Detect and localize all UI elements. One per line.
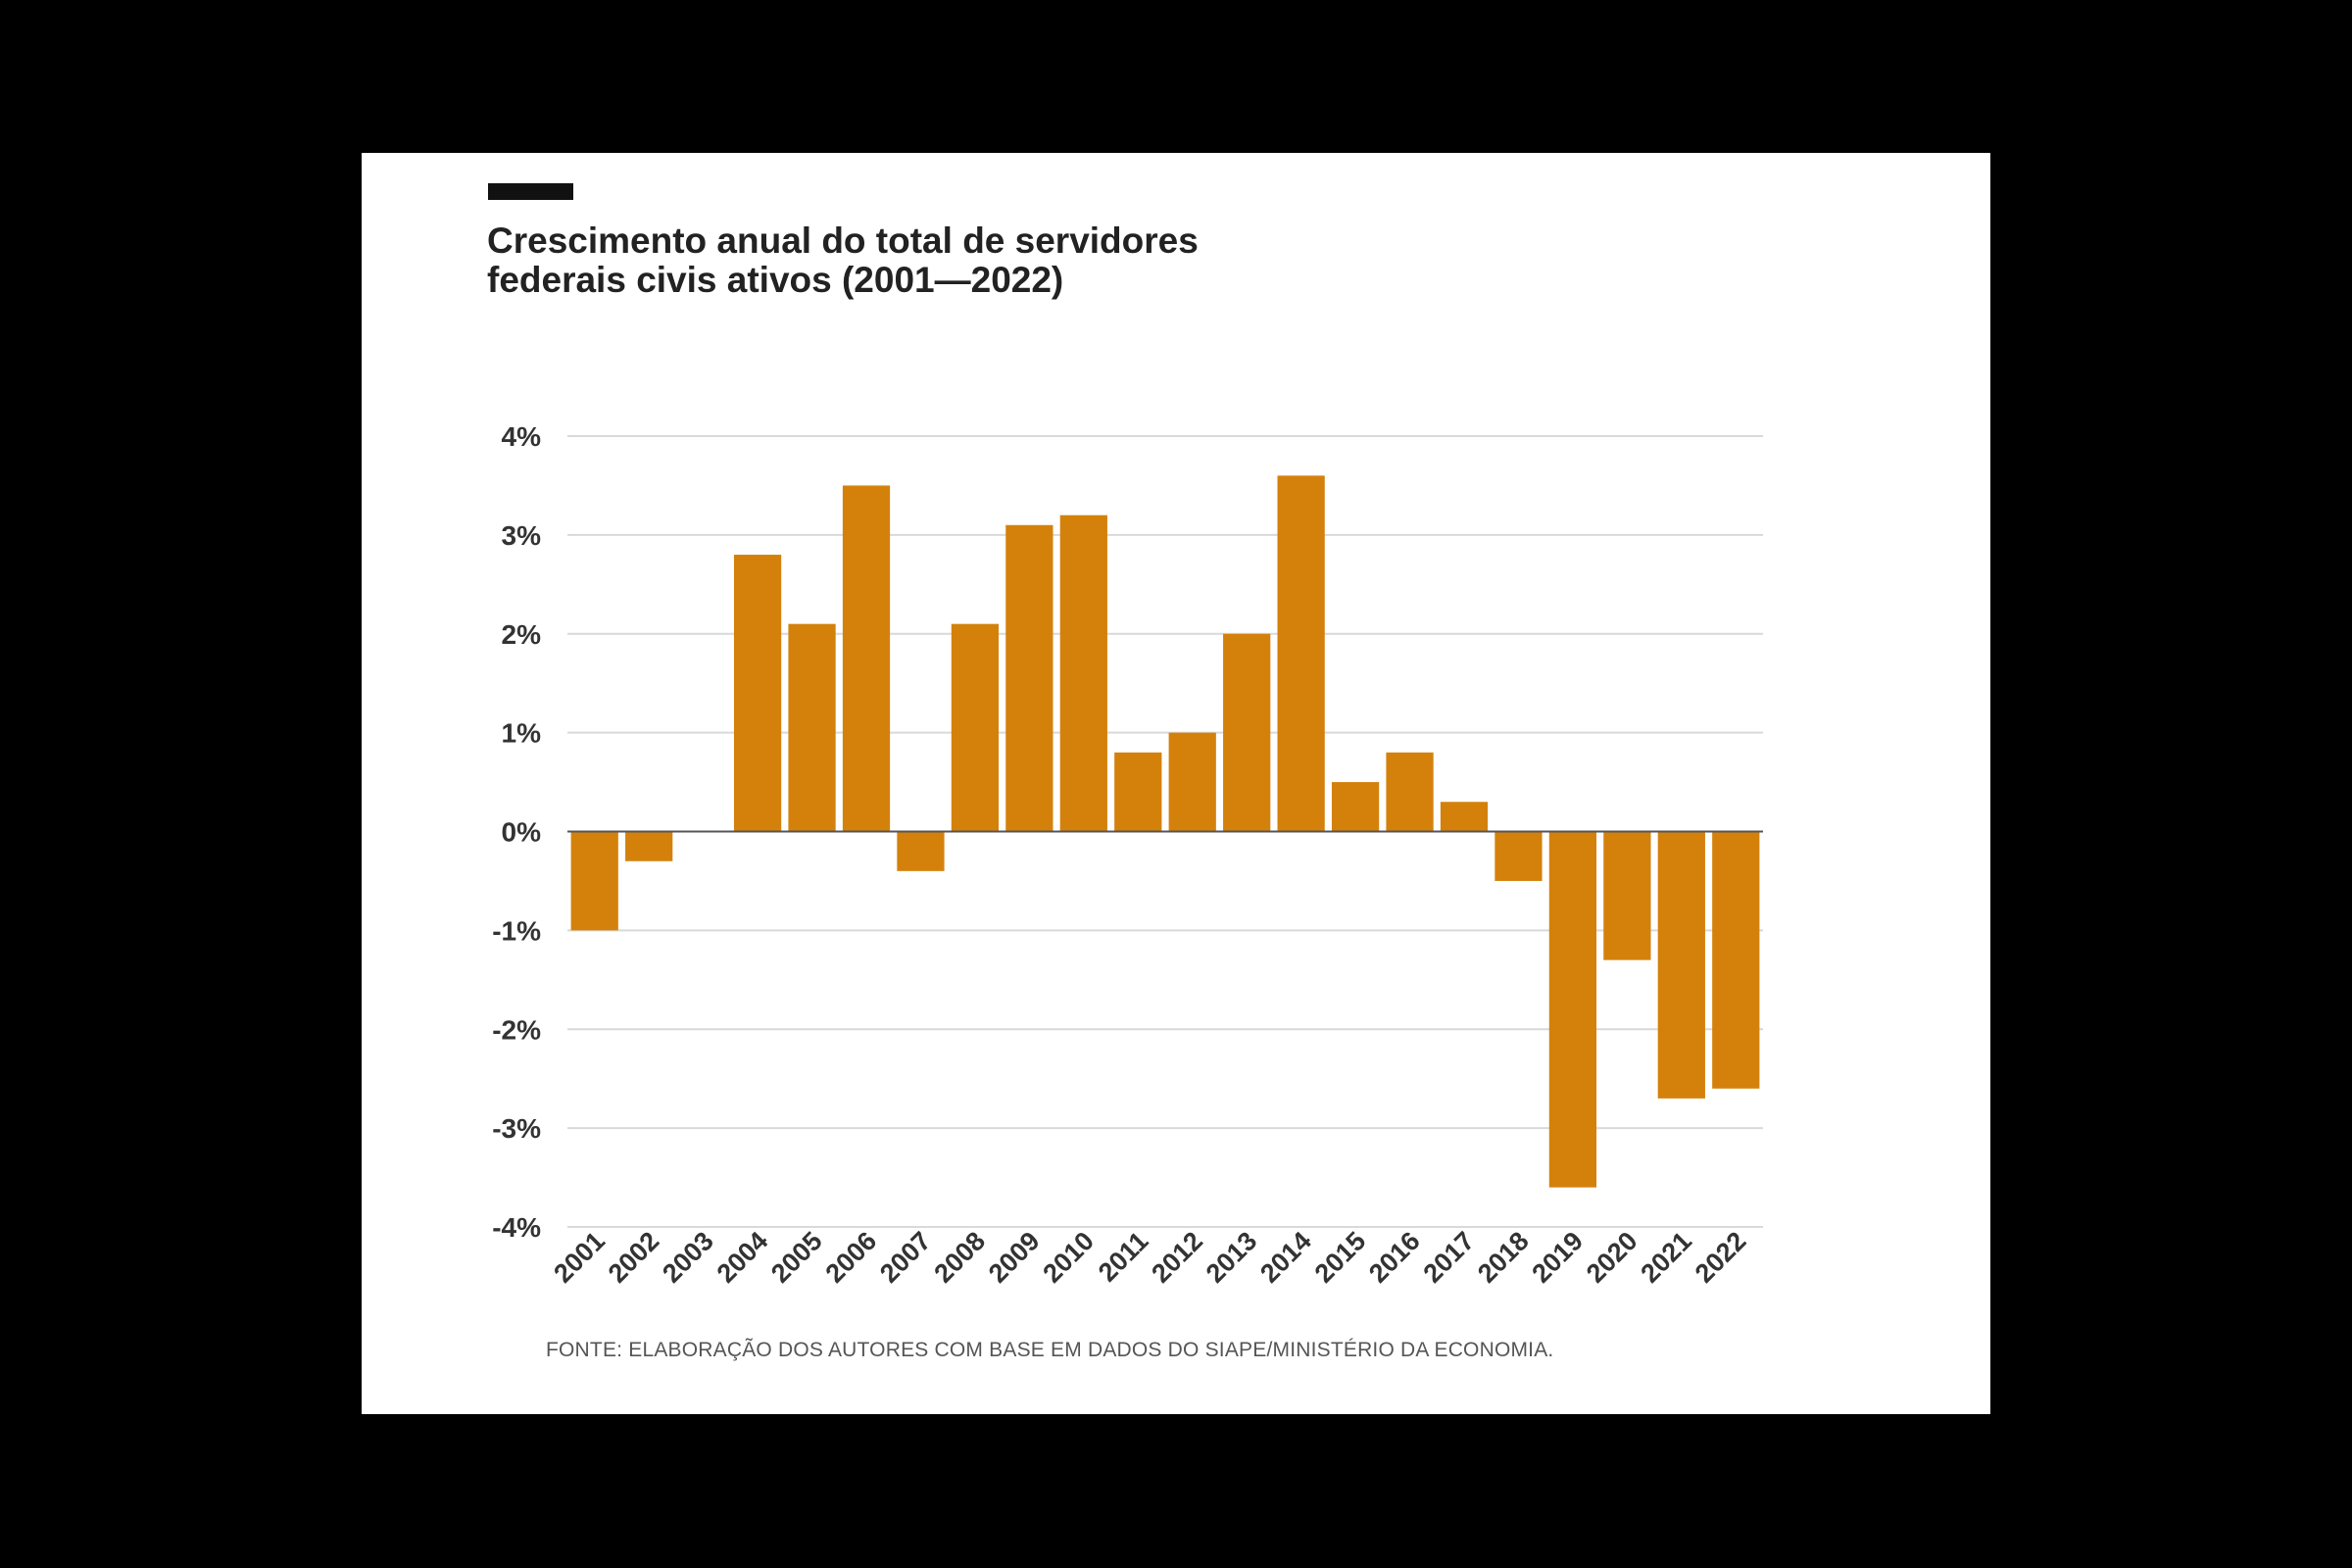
x-tick-label: 2004 (711, 1226, 774, 1289)
y-tick-label: 1% (502, 718, 542, 749)
x-tick-label: 2019 (1526, 1226, 1589, 1289)
x-tick-label: 2013 (1200, 1226, 1263, 1289)
bar-2022 (1712, 831, 1760, 1089)
bar-2014 (1277, 475, 1325, 832)
chart-card: Crescimento anual do total de servidores… (362, 153, 1990, 1414)
y-tick-label: -4% (492, 1212, 541, 1243)
chart-title: Crescimento anual do total de servidores… (487, 221, 1369, 300)
x-tick-label: 2006 (820, 1226, 883, 1289)
bar-2016 (1386, 752, 1434, 832)
y-tick-label: -1% (492, 915, 541, 946)
title-accent-bar (488, 183, 573, 200)
bar-2006 (842, 485, 891, 832)
bar-2015 (1331, 782, 1380, 832)
bar-2018 (1494, 831, 1543, 881)
y-tick-label: 2% (502, 619, 542, 650)
bar-2004 (733, 555, 782, 832)
x-tick-label: 2020 (1581, 1226, 1643, 1289)
chart-title-line-2: federais civis ativos (2001—2022) (487, 260, 1064, 300)
x-tick-label: 2012 (1146, 1226, 1208, 1289)
x-tick-label: 2018 (1472, 1226, 1535, 1289)
x-tick-label: 2008 (928, 1226, 991, 1289)
bar-2005 (788, 623, 836, 832)
x-tick-label: 2005 (765, 1226, 828, 1289)
x-tick-label: 2022 (1690, 1226, 1752, 1289)
bar-2009 (1005, 524, 1054, 832)
bar-2007 (897, 831, 945, 871)
bar-2001 (570, 831, 618, 931)
x-tick-label: 2001 (548, 1226, 611, 1289)
x-tick-label: 2003 (657, 1226, 719, 1289)
x-tick-label: 2007 (874, 1226, 937, 1289)
bar-2019 (1548, 831, 1597, 1188)
y-tick-label: -2% (492, 1014, 541, 1045)
bar-2013 (1223, 633, 1271, 832)
y-tick-label: 0% (502, 817, 542, 848)
x-tick-label: 2011 (1093, 1226, 1154, 1288)
x-tick-label: 2015 (1309, 1226, 1372, 1289)
x-tick-label: 2010 (1037, 1226, 1100, 1289)
x-tick-label: 2014 (1254, 1226, 1317, 1289)
bar-2020 (1603, 831, 1651, 960)
source-note: FONTE: ELABORAÇÃO DOS AUTORES COM BASE E… (546, 1339, 1554, 1361)
bar-2021 (1657, 831, 1705, 1099)
x-tick-label: 2016 (1363, 1226, 1426, 1289)
x-tick-label: 2021 (1635, 1226, 1697, 1289)
chart-title-line-1: Crescimento anual do total de servidores (487, 220, 1199, 261)
x-tick-label: 2009 (983, 1226, 1046, 1289)
bar-2002 (625, 831, 673, 861)
bar-2012 (1168, 732, 1216, 832)
bar-2010 (1059, 514, 1107, 832)
bar-2008 (951, 623, 1000, 832)
y-tick-label: 3% (502, 520, 542, 551)
x-tick-label: 2002 (603, 1226, 665, 1289)
x-tick-label: 2017 (1418, 1226, 1481, 1289)
bar-2011 (1114, 752, 1162, 832)
bar-2017 (1440, 802, 1489, 832)
y-tick-label: 4% (502, 421, 542, 452)
bar-chart: 4%3%2%1%0%-1%-2%-3%-4% 200120022003200420… (492, 421, 1763, 1289)
y-tick-label: -3% (492, 1113, 541, 1144)
